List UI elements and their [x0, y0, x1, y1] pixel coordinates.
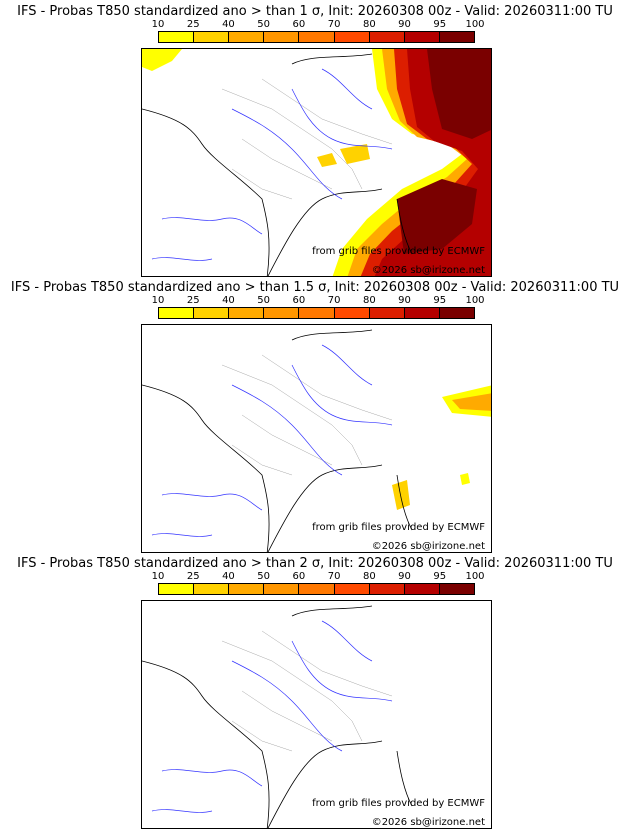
- borders: [221, 354, 393, 476]
- colorbar-tick-label: 70: [327, 19, 341, 30]
- colorbar-segment: [404, 308, 440, 318]
- colorbar-tick-label: 70: [327, 571, 341, 582]
- colorbar-segment: [194, 308, 230, 318]
- colorbar-segment: [439, 32, 474, 42]
- colorbar-segment: [439, 584, 474, 594]
- colorbar-tick-label: 25: [186, 19, 200, 30]
- colorbar-segment: [264, 32, 300, 42]
- probability-field: [392, 385, 491, 510]
- colorbar-tick-label: 10: [151, 295, 165, 306]
- colorbar-segment: [334, 584, 370, 594]
- probability-map: from grib files provided by ECMWF ©2026 …: [141, 324, 492, 553]
- colorbar-segment: [229, 308, 265, 318]
- colorbar-segment: [299, 32, 335, 42]
- colorbar-tick-label: 50: [257, 571, 271, 582]
- probability-field: [142, 49, 491, 276]
- probability-map: from grib files provided by ECMWF ©2026 …: [141, 48, 492, 277]
- copyright: ©2026 sb@irizone.net: [371, 817, 485, 828]
- rivers: [151, 344, 393, 537]
- colorbar-segment: [194, 584, 230, 594]
- colorbar-segment: [334, 308, 370, 318]
- probability-panel-3: IFS - Probas T850 standardized ano > tha…: [0, 552, 630, 829]
- borders: [221, 630, 393, 752]
- colorbar-tick-label: 10: [151, 19, 165, 30]
- panel-title: IFS - Probas T850 standardized ano > tha…: [17, 556, 613, 571]
- colorbar-segment: [159, 32, 195, 42]
- colorbar-tick-label: 40: [222, 19, 235, 30]
- borders: [221, 78, 393, 200]
- colorbar: [158, 307, 475, 319]
- copyright: ©2026 sb@irizone.net: [371, 541, 485, 552]
- coastlines: [142, 329, 413, 552]
- panel-title: IFS - Probas T850 standardized ano > tha…: [17, 4, 613, 19]
- colorbar-tick-label: 60: [292, 19, 306, 30]
- colorbar-tick-label: 95: [433, 295, 447, 306]
- colorbar-tick-label: 95: [433, 19, 447, 30]
- colorbar-segment: [194, 32, 230, 42]
- colorbar-tick-label: 90: [398, 295, 411, 306]
- source-credit: from grib files provided by ECMWF: [312, 522, 485, 533]
- colorbar-segment: [299, 584, 335, 594]
- source-credit: from grib files provided by ECMWF: [312, 246, 485, 257]
- colorbar-tick-label: 40: [222, 295, 235, 306]
- colorbar-tick-label: 60: [292, 295, 306, 306]
- colorbar-tick-label: 40: [222, 571, 235, 582]
- colorbar-segment: [369, 32, 405, 42]
- colorbar-tick-label: 80: [362, 571, 376, 582]
- copyright: ©2026 sb@irizone.net: [371, 265, 485, 276]
- colorbar-segment: [404, 584, 440, 594]
- colorbar-tick-label: 80: [362, 295, 376, 306]
- probability-map: from grib files provided by ECMWF ©2026 …: [141, 600, 492, 829]
- colorbar-tick-label: 10: [151, 571, 165, 582]
- colorbar-tick-label: 25: [186, 571, 200, 582]
- colorbar-tick-label: 90: [398, 19, 411, 30]
- colorbar-segment: [439, 308, 474, 318]
- colorbar-tick-label: 60: [292, 571, 306, 582]
- colorbar-tick-label: 50: [257, 19, 271, 30]
- colorbar: [158, 583, 475, 595]
- colorbar-tick-label: 100: [465, 19, 485, 30]
- rivers: [151, 68, 393, 261]
- colorbar-tick-label: 95: [433, 571, 447, 582]
- probability-panel-1: IFS - Probas T850 standardized ano > tha…: [0, 0, 630, 277]
- colorbar-tick-label: 70: [327, 295, 341, 306]
- colorbar-tick-label: 80: [362, 19, 376, 30]
- colorbar-segment: [264, 308, 300, 318]
- rivers: [151, 620, 393, 813]
- colorbar-tick-label: 100: [465, 295, 485, 306]
- coastlines: [142, 53, 413, 276]
- colorbar-tick-label: 25: [186, 295, 200, 306]
- colorbar-segment: [404, 32, 440, 42]
- colorbar-segment: [299, 308, 335, 318]
- colorbar-segment: [264, 584, 300, 594]
- colorbar-tick-label: 100: [465, 571, 485, 582]
- coastlines: [142, 605, 413, 828]
- colorbar-segment: [369, 308, 405, 318]
- colorbar-segment: [159, 308, 195, 318]
- colorbar-segment: [229, 32, 265, 42]
- colorbar-tick-label: 50: [257, 295, 271, 306]
- probability-panel-2: IFS - Probas T850 standardized ano > tha…: [0, 276, 630, 553]
- source-credit: from grib files provided by ECMWF: [312, 798, 485, 809]
- colorbar-tick-label: 90: [398, 571, 411, 582]
- colorbar-segment: [334, 32, 370, 42]
- colorbar-segment: [229, 584, 265, 594]
- panel-title: IFS - Probas T850 standardized ano > tha…: [10, 280, 620, 295]
- colorbar-segment: [159, 584, 195, 594]
- colorbar-segment: [369, 584, 405, 594]
- colorbar: [158, 31, 475, 43]
